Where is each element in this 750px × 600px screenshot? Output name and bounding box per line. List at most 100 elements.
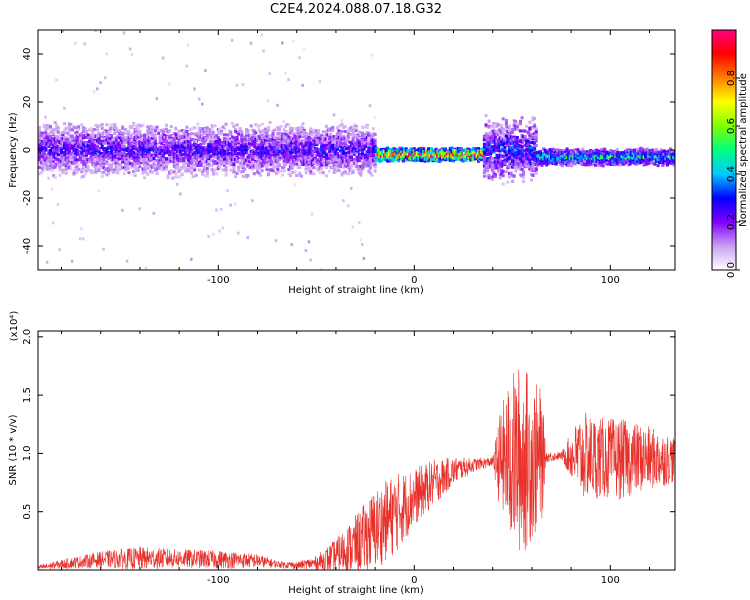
spectrogram-cell bbox=[364, 153, 368, 157]
spectrogram-cell bbox=[345, 157, 349, 161]
spectrogram-cell bbox=[229, 203, 232, 207]
spectrogram-cell bbox=[119, 143, 123, 147]
spectrogram-cell bbox=[160, 134, 164, 137]
spectrogram-cell bbox=[110, 145, 114, 149]
spectrogram-cell bbox=[75, 158, 79, 162]
spectrogram-cell bbox=[85, 164, 88, 168]
spectrogram-cell bbox=[335, 165, 339, 169]
spectrogram-cell bbox=[240, 165, 243, 169]
spectrogram-cell bbox=[74, 41, 77, 45]
spectrogram-cell bbox=[356, 165, 360, 168]
spectrogram-cell bbox=[196, 131, 200, 135]
spectrogram-cell bbox=[368, 156, 372, 160]
spectrogram-cell bbox=[210, 157, 213, 161]
spectrogram-cell bbox=[212, 152, 215, 155]
spectrogram-cell bbox=[293, 161, 297, 165]
spectrogram-cell bbox=[163, 147, 167, 151]
spectrogram-cell bbox=[266, 125, 270, 129]
spectrogram-cell bbox=[61, 131, 65, 135]
spectrogram-cell bbox=[150, 170, 154, 174]
spectrogram-cell bbox=[149, 143, 153, 147]
spectrogram-cell bbox=[157, 164, 161, 168]
spectrogram-cell bbox=[342, 199, 345, 203]
spectrogram-cell bbox=[292, 146, 295, 150]
spectrogram-cell bbox=[342, 149, 346, 153]
spectrogram-cell bbox=[408, 152, 411, 156]
spectrogram-cell bbox=[251, 153, 255, 157]
spectrogram-cell bbox=[318, 138, 322, 142]
spectrogram-cell bbox=[309, 127, 313, 131]
spectrogram-cell bbox=[119, 131, 123, 134]
spectrogram-cell bbox=[210, 168, 214, 171]
spectrogram-cell bbox=[146, 139, 150, 143]
spectrogram-cell bbox=[202, 141, 206, 145]
spectrogram-cell bbox=[180, 172, 184, 176]
spectrogram-cell bbox=[221, 226, 224, 230]
spectrogram-cell bbox=[298, 157, 302, 160]
spectrogram-cell bbox=[331, 136, 335, 139]
spectrogram-cell bbox=[102, 162, 106, 166]
spectrogram-cell bbox=[271, 162, 275, 166]
spectrogram-cell bbox=[155, 154, 159, 158]
spectrogram-cell bbox=[67, 164, 71, 168]
spectrogram-cell bbox=[442, 157, 446, 161]
spectrogram-cell bbox=[393, 152, 397, 156]
spectrogram-cell bbox=[262, 129, 266, 132]
spectrogram-cell bbox=[146, 129, 150, 133]
spectrogram-cell bbox=[419, 146, 422, 150]
spectrogram-cell bbox=[331, 149, 335, 153]
spectrogram-cell bbox=[125, 130, 129, 133]
spectrogram-cell bbox=[47, 154, 51, 158]
spectrogram-cell bbox=[292, 159, 295, 163]
spectrogram-cell bbox=[455, 157, 459, 161]
spectrogram-cell bbox=[149, 168, 153, 172]
spectrogram-cell bbox=[390, 148, 394, 152]
spectrogram-cell bbox=[229, 168, 233, 172]
spectrogram-cell bbox=[439, 154, 443, 158]
spectrogram-cell bbox=[130, 165, 134, 169]
spectrogram-cell bbox=[292, 162, 295, 166]
spectrogram-cell bbox=[298, 171, 302, 175]
spectrogram-cell bbox=[296, 152, 300, 156]
spectrogram-cell bbox=[359, 171, 363, 175]
spectrogram-cell bbox=[179, 153, 183, 157]
spectrogram-cell bbox=[72, 158, 76, 162]
spectrogram-cell bbox=[207, 161, 211, 165]
spectrogram-cell bbox=[251, 136, 255, 140]
spectrogram-cell bbox=[150, 156, 154, 160]
spectrogram-cell bbox=[345, 159, 349, 163]
spectrogram-cell bbox=[317, 150, 321, 154]
spectrogram-cell bbox=[179, 143, 183, 147]
spectrogram-cell bbox=[116, 135, 120, 138]
spectrogram-cell bbox=[229, 163, 233, 167]
spectrogram-cell bbox=[61, 161, 65, 165]
spectrogram-cell bbox=[354, 157, 358, 161]
spectrogram-cell bbox=[55, 152, 59, 156]
spectrogram-cell bbox=[276, 146, 280, 150]
spectrogram-cell bbox=[243, 138, 247, 141]
spectrogram-cell bbox=[94, 146, 98, 150]
spectrogram-cell bbox=[361, 148, 364, 152]
spectrogram-cell bbox=[150, 137, 154, 141]
spectrogram-cell bbox=[370, 53, 373, 57]
spectrogram-cell bbox=[433, 152, 437, 156]
spectrogram-cell bbox=[80, 175, 84, 179]
spectrogram-cell bbox=[197, 153, 201, 157]
spectrogram-cell bbox=[165, 148, 168, 152]
spectrogram-cell bbox=[332, 168, 336, 172]
spectrogram-cell bbox=[312, 159, 316, 163]
spectrogram-cell bbox=[241, 135, 245, 139]
spectrogram-cell bbox=[423, 155, 427, 159]
spectrogram-cell bbox=[259, 155, 263, 159]
spectrogram-cell bbox=[458, 154, 462, 158]
spectrogram-cell bbox=[105, 135, 109, 139]
spectrogram-cell bbox=[386, 146, 390, 150]
spectrogram-cell bbox=[356, 152, 359, 156]
spectrogram-cell bbox=[163, 134, 167, 137]
spectrogram-cell bbox=[447, 151, 451, 155]
spectrogram-cell bbox=[409, 147, 413, 151]
spectrogram-cell bbox=[357, 148, 361, 152]
spectrogram-cell bbox=[83, 172, 87, 176]
spectrogram-cell bbox=[111, 154, 115, 157]
spectrogram-cell bbox=[373, 163, 377, 167]
